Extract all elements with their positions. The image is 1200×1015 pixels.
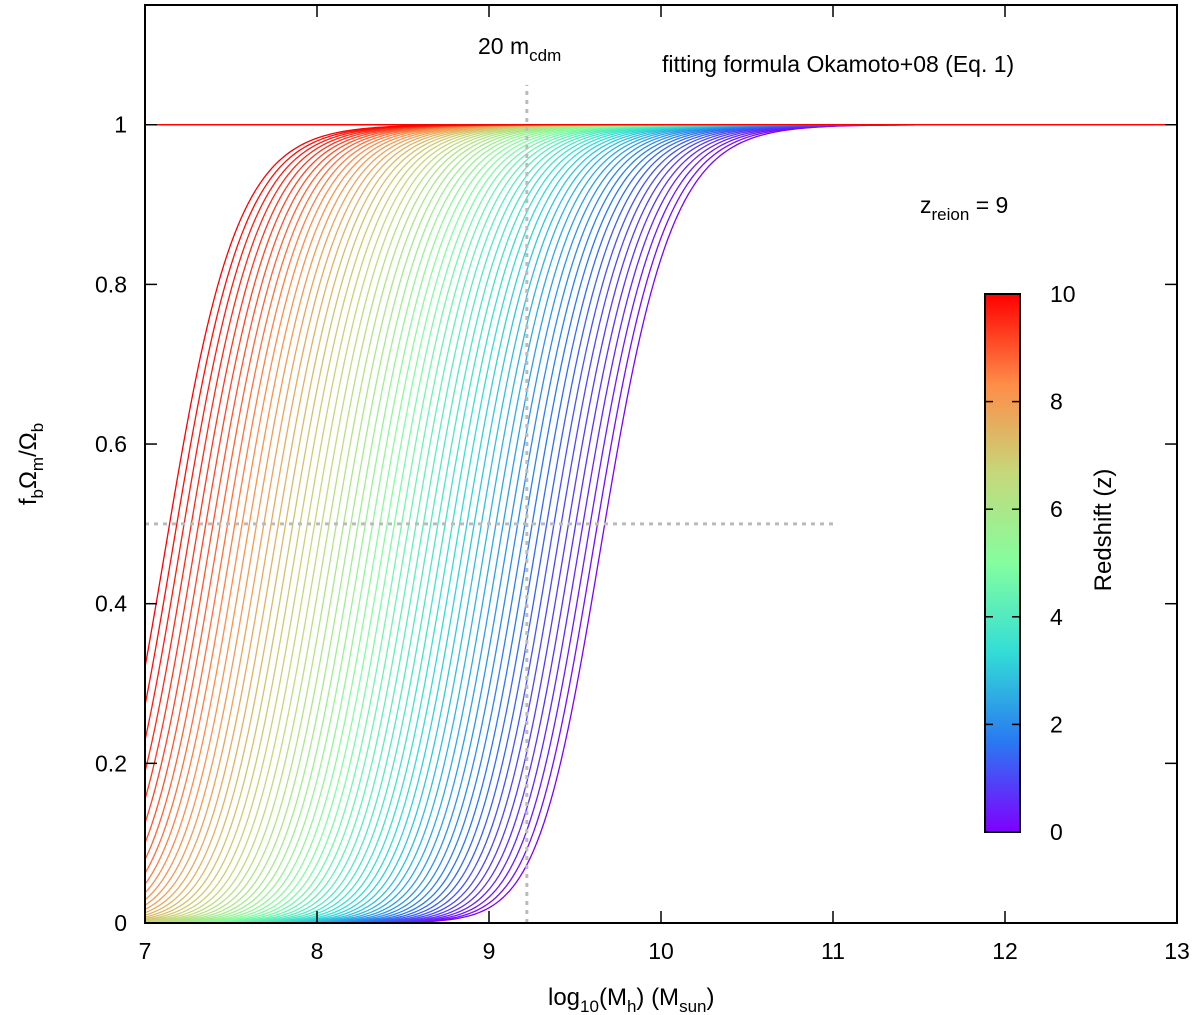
x-ticks: 7 8 9 10 11 12 13 (139, 5, 1190, 964)
y-tick-label: 0 (114, 910, 127, 936)
curve-z-55 (145, 124, 1177, 824)
y-ticks: 0 0.2 0.4 0.6 0.8 1 (95, 112, 1177, 936)
colorbar-tick-label: 6 (1050, 496, 1063, 522)
mcdm-label-sub: cdm (529, 46, 561, 65)
curve-z-44 (145, 124, 1177, 918)
y-axis-label-p2: Ω (15, 471, 42, 489)
x-tick-label: 10 (648, 938, 674, 964)
x-axis-label-mid: (M (599, 984, 627, 1011)
y-axis-label: fbΩm/Ωb (15, 423, 47, 505)
curve-z-49 (145, 124, 1177, 901)
x-axis-label-sub2: h (627, 997, 636, 1015)
x-axis-label-end: ) (706, 984, 714, 1011)
zreion-label-sub: reion (932, 205, 970, 224)
colorbar-tick-label: 8 (1050, 389, 1063, 415)
x-axis-label: log10(Mh) (Msun) (548, 984, 714, 1015)
curve-z-46 (145, 124, 1177, 914)
y-axis-label-p1: f (15, 498, 42, 505)
x-axis-label-sub1: 10 (580, 997, 599, 1015)
y-axis-label-s1: b (28, 489, 47, 498)
colorbar-tick-label: 2 (1050, 711, 1063, 737)
x-tick-label: 11 (821, 938, 845, 964)
y-tick-label: 0.2 (95, 750, 127, 776)
mcdm-label: 20 mcdm (478, 33, 561, 65)
curve-z-45 (145, 124, 1177, 916)
x-tick-label: 7 (139, 938, 152, 964)
y-tick-label: 0.6 (95, 431, 127, 457)
curve-z-57 (145, 124, 1177, 772)
zreion-label-value: = 9 (969, 192, 1008, 218)
curve-z-42 (145, 124, 1177, 921)
x-tick-label: 8 (311, 938, 324, 964)
curve-z-60 (145, 124, 1177, 668)
mcdm-label-main: 20 m (478, 33, 529, 59)
y-axis-label-p3: /Ω (15, 432, 42, 457)
curve-z-59 (145, 124, 1177, 706)
y-axis-label-s3: b (28, 423, 47, 432)
zreion-label: zreion = 9 (920, 192, 1008, 224)
colorbar-ticks: 0 2 4 6 8 10 (985, 281, 1076, 845)
curve-z-56 (145, 124, 1177, 800)
x-tick-label: 12 (992, 938, 1018, 964)
x-axis-label-sub3: sun (679, 997, 706, 1015)
colorbar-tick-label: 4 (1050, 604, 1063, 630)
y-axis-label-s2: m (28, 457, 47, 471)
y-tick-label: 1 (114, 112, 127, 138)
colorbar-label: Redshift (z) (1090, 469, 1117, 592)
x-axis-label-base: log (548, 984, 580, 1011)
colorbar-tick-label: 0 (1050, 819, 1063, 845)
fitting-formula-label: fitting formula Okamoto+08 (Eq. 1) (662, 51, 1014, 77)
y-tick-label: 0.8 (95, 271, 127, 297)
zreion-label-main: z (920, 192, 932, 218)
curve-z-50 (145, 124, 1177, 894)
curve-z-43 (145, 124, 1177, 920)
y-tick-label: 0.4 (95, 591, 127, 617)
x-tick-label: 9 (483, 938, 496, 964)
colorbar-tick-label: 10 (1050, 281, 1076, 307)
x-tick-label: 13 (1164, 938, 1190, 964)
colorbar (984, 293, 1021, 833)
x-axis-label-mid2: ) (M (636, 984, 679, 1011)
